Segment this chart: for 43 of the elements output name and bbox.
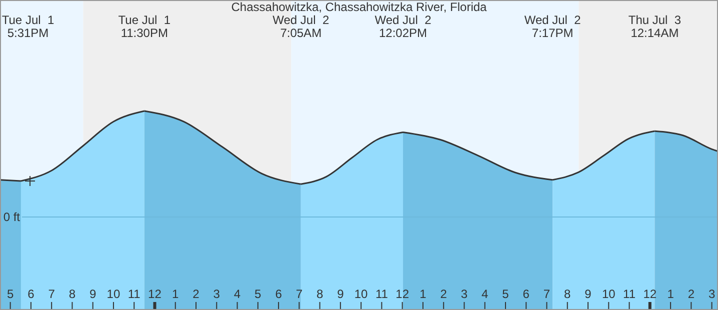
x-tick-label: 11 [375, 287, 388, 301]
text: Wed Jul 2 12:02PM [374, 13, 432, 40]
x-tick-label: 2 [192, 287, 200, 301]
x-tick-label: 9 [337, 287, 344, 301]
chart-title: Chassahowitzka, Chassahowitzka River, Florida [231, 0, 488, 14]
x-tick-label: 12 [643, 287, 657, 301]
text: Wed Jul 2 7:17PM [524, 13, 582, 40]
x-tick-label: 3 [708, 287, 716, 301]
x-tick-label: 10 [602, 287, 616, 301]
x-tick-label: 10 [354, 287, 368, 301]
x-tick-label: 6 [522, 287, 530, 301]
text: Tue Jul 1 11:30PM [118, 13, 171, 40]
x-tick-label: 7 [296, 287, 303, 301]
x-tick-label: 8 [564, 287, 572, 301]
text: Thu Jul 3 12:14AM [628, 13, 682, 40]
x-tick-label: 6 [275, 287, 282, 301]
x-tick-label: 3 [460, 287, 468, 301]
x-tick-label: 5 [254, 287, 262, 301]
x-tick-label: 10 [106, 287, 120, 301]
x-tick-label: 11 [623, 287, 636, 301]
x-tick-label: 2 [440, 287, 448, 301]
x-tick-label: 12 [148, 287, 162, 301]
x-tick-label: 9 [584, 287, 592, 301]
x-tick-label: 1 [172, 287, 180, 301]
x-tick-label: 9 [90, 287, 96, 301]
x-tick-label: 6 [28, 287, 35, 301]
x-tick-label: 4 [482, 287, 489, 301]
x-tick-label: 1 [667, 287, 674, 301]
x-tick-label: 1 [420, 287, 427, 301]
x-tick-label: 8 [68, 287, 76, 301]
ref-line-label: 0 ft [3, 210, 21, 224]
x-tick-label: 8 [316, 287, 324, 301]
x-tick-label: 5 [502, 287, 510, 301]
text: Wed Jul 2 7:05AM [272, 13, 330, 40]
x-tick-label: 7 [48, 287, 56, 301]
x-tick-label: 4 [234, 287, 241, 301]
x-tick-label: 5 [6, 287, 14, 301]
x-tick-label: 2 [688, 287, 695, 301]
x-tick-label: 3 [213, 287, 220, 301]
x-tick-label: 12 [396, 287, 410, 301]
x-tick-label: 11 [128, 287, 141, 301]
x-tick-label: 7 [543, 287, 550, 301]
text: Tue Jul 1 5:31PM [2, 13, 54, 40]
